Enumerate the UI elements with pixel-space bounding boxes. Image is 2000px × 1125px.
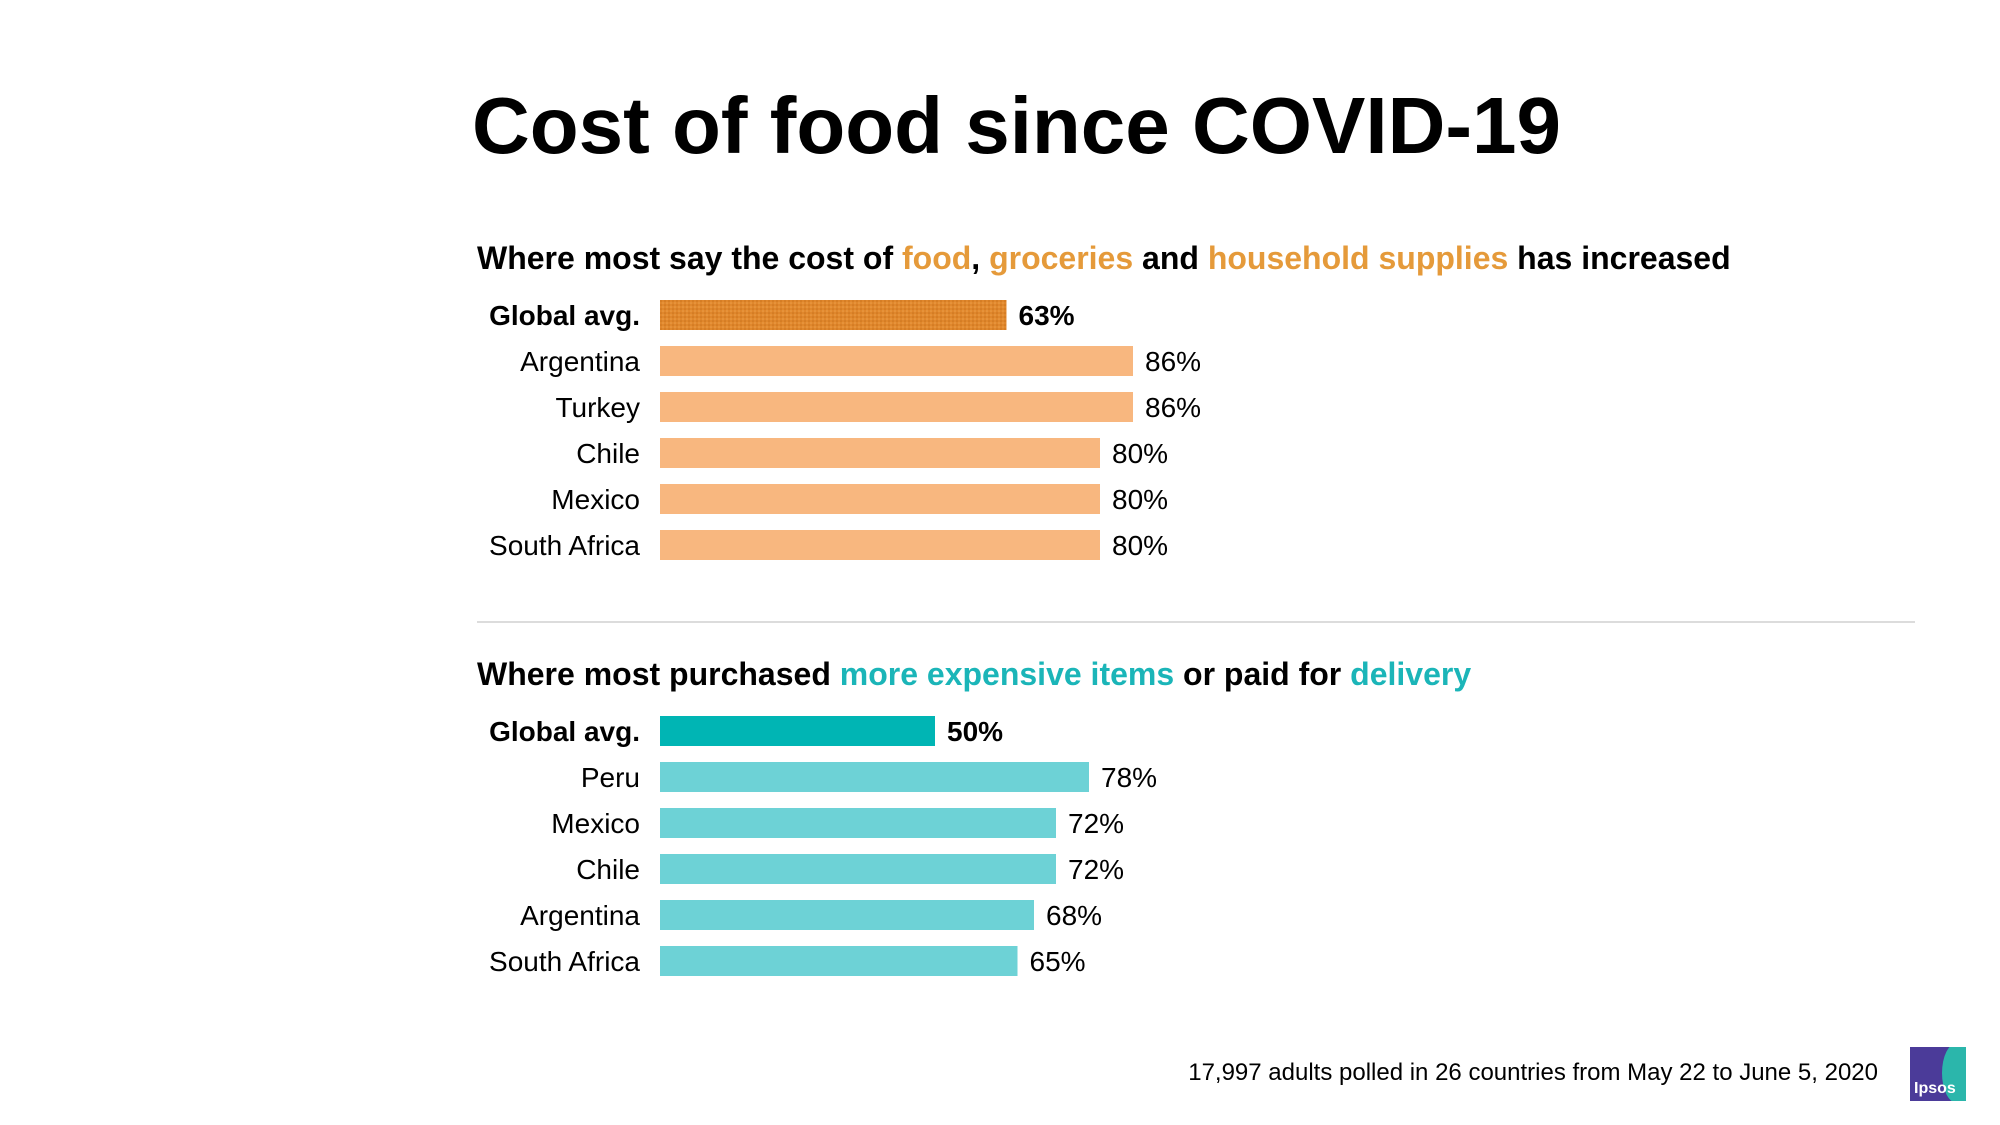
- cost-value-label: 80%: [1112, 484, 1168, 515]
- expensive-items-bar-chart: Global avg. 50% Peru 78% Mexico 72% Chile 72% Ar…: [489, 716, 1157, 977]
- items-bar: [660, 900, 1034, 930]
- items-bar: [660, 854, 1056, 884]
- chart1-highlight-household: household supplies: [1207, 240, 1509, 276]
- cost-bar: [660, 484, 1100, 514]
- items-category-label: Peru: [581, 762, 640, 793]
- chart1-highlight-food: food: [901, 240, 972, 276]
- items-category-label: Global avg.: [489, 716, 640, 747]
- items-value-label: 78%: [1101, 762, 1157, 793]
- chart1-highlight-groceries: groceries: [989, 240, 1134, 276]
- items-value-label: 68%: [1046, 900, 1102, 931]
- chart1-subtitle-part1: Where most say the cost of: [477, 240, 902, 276]
- chart1-subtitle-part4: has increased: [1508, 240, 1731, 276]
- logo-text: Ipsos: [1914, 1080, 1956, 1097]
- cost-bar: [660, 346, 1133, 376]
- cost-value-label: 63%: [1019, 300, 1075, 331]
- items-value-label: 65%: [1030, 946, 1086, 977]
- items-category-label: Mexico: [551, 808, 640, 839]
- cost-value-label: 86%: [1145, 392, 1201, 423]
- ipsos-logo: Ipsos: [1910, 1047, 1966, 1101]
- cost-increase-bar-chart: Global avg. 63% Argentina 86% Turkey 86% Chile…: [489, 300, 1201, 561]
- chart2-highlight-items: more expensive items: [839, 656, 1175, 692]
- chart2-subtitle-part1: Where most purchased: [477, 656, 840, 692]
- items-bar: [660, 808, 1056, 838]
- items-category-label: Argentina: [520, 900, 640, 931]
- cost-global-avg-bar: [660, 300, 1007, 330]
- items-bar: [660, 946, 1018, 976]
- cost-category-label: Chile: [576, 438, 640, 469]
- cost-category-label: Mexico: [551, 484, 640, 515]
- chart2-highlight-delivery: delivery: [1350, 656, 1472, 692]
- cost-bar: [660, 392, 1133, 422]
- section-divider: [477, 621, 1915, 623]
- chart2-subtitle-part2: or paid for: [1174, 656, 1351, 692]
- items-value-label: 72%: [1068, 854, 1124, 885]
- cost-value-label: 80%: [1112, 438, 1168, 469]
- items-value-label: 50%: [947, 716, 1003, 747]
- logo-swoosh: [1942, 1047, 1966, 1101]
- items-global-avg-bar: [660, 716, 935, 746]
- cost-value-label: 80%: [1112, 530, 1168, 561]
- footnote: 17,997 adults polled in 26 countries fro…: [1188, 1059, 1878, 1086]
- items-category-label: South Africa: [489, 946, 640, 977]
- cost-bar: [660, 530, 1100, 560]
- items-category-label: Chile: [576, 854, 640, 885]
- items-bar: [660, 762, 1089, 792]
- chart2-subtitle: Where most purchased more expensive item…: [477, 654, 1471, 694]
- items-value-label: 72%: [1068, 808, 1124, 839]
- cost-value-label: 86%: [1145, 346, 1201, 377]
- cost-bar: [660, 438, 1100, 468]
- chart1-subtitle: Where most say the cost of food, groceri…: [477, 238, 1731, 278]
- chart1-subtitle-part2: ,: [971, 240, 990, 276]
- cost-category-label: Turkey: [555, 392, 640, 423]
- cost-category-label: Global avg.: [489, 300, 640, 331]
- page-title: Cost of food since COVID-19: [472, 81, 1561, 170]
- chart1-subtitle-part3: and: [1133, 240, 1208, 276]
- cost-category-label: South Africa: [489, 530, 640, 561]
- cost-category-label: Argentina: [520, 346, 640, 377]
